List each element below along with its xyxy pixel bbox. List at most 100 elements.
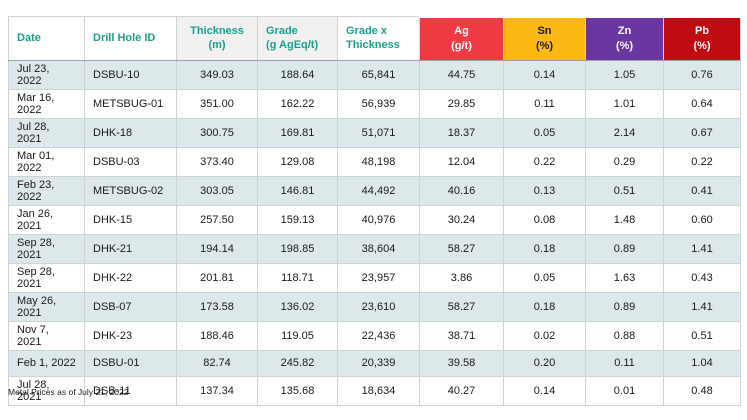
col-header-label: Ag (454, 25, 469, 38)
table-cell: 0.01 (585, 375, 664, 406)
table-cell: Feb 23, 2022 (8, 175, 85, 206)
table-cell: 23,957 (337, 262, 420, 293)
col-header-label: Drill Hole ID (93, 31, 156, 44)
table-body: Jul 23, 2022 DSBU-10 349.03 188.64 65,841 44.… (8, 59, 741, 406)
table-cell: 29.85 (419, 88, 504, 119)
table-cell: 0.64 (663, 88, 741, 119)
table-cell: 30.24 (419, 204, 504, 235)
table-cell: 129.08 (257, 146, 338, 177)
table-row: Jul 28, 2021 DHK-18 300.75 169.81 51,071 18.3… (8, 117, 741, 148)
table-cell: 0.29 (585, 146, 664, 177)
table-cell: 44,492 (337, 175, 420, 206)
table-cell: 136.02 (257, 291, 338, 322)
table-cell: 188.46 (176, 320, 258, 351)
table-cell: 0.43 (663, 262, 741, 293)
table-cell: 349.03 (176, 59, 258, 90)
table-cell: 3.86 (419, 262, 504, 293)
table-cell: 0.51 (585, 175, 664, 206)
table-row: May 26, 2021 DSB-07 173.58 136.02 23,610 58.2… (8, 291, 741, 322)
table-cell: 2.14 (585, 117, 664, 148)
table-cell: METSBUG-02 (84, 175, 177, 206)
table-cell: Mar 16, 2022 (8, 88, 85, 119)
table-cell: 373.40 (176, 146, 258, 177)
table-cell: Nov 7, 2021 (8, 320, 85, 351)
table-cell: 44.75 (419, 59, 504, 90)
col-header-label: Grade (266, 24, 298, 37)
col-header-unit: (m) (208, 39, 226, 51)
col-header-ag: Ag (g/t) (419, 14, 504, 61)
table-cell: Mar 01, 2022 (8, 146, 85, 177)
col-header-label: Sn (537, 25, 552, 38)
table-row: Mar 16, 2022 METSBUG-01 351.00 162.22 56,939… (8, 88, 741, 119)
table-cell: 0.08 (503, 204, 586, 235)
table-cell: 40.27 (419, 375, 504, 406)
col-header-label: Pb (694, 25, 710, 38)
table-cell: 169.81 (257, 117, 338, 148)
table-cell: 0.11 (503, 88, 586, 119)
col-header-label: Thickness (346, 39, 400, 51)
col-header-unit: (g/t) (451, 39, 472, 52)
table-cell: DHK-21 (84, 233, 177, 264)
table-cell: 1.48 (585, 204, 664, 235)
table-cell: 0.05 (503, 117, 586, 148)
table-cell: 22,436 (337, 320, 420, 351)
col-header-label: Thickness (190, 24, 244, 37)
table-cell: 0.14 (503, 375, 586, 406)
table-cell: DHK-23 (84, 320, 177, 351)
table-cell: DSBU-03 (84, 146, 177, 177)
table-cell: 0.48 (663, 375, 741, 406)
table-cell: 118.71 (257, 262, 338, 293)
table-cell: 56,939 (337, 88, 420, 119)
table-cell: 159.13 (257, 204, 338, 235)
col-header-grade: Grade (g AgEq/t) (257, 15, 338, 61)
table-cell: 173.58 (176, 291, 258, 322)
table-cell: 0.11 (585, 349, 664, 377)
table-cell: DHK-18 (84, 117, 177, 148)
table-cell: 0.76 (663, 59, 741, 90)
table-cell: 40,976 (337, 204, 420, 235)
table-row: Nov 7, 2021 DHK-23 188.46 119.05 22,436 38.71… (8, 320, 741, 351)
table-cell: 162.22 (257, 88, 338, 119)
col-header-label: Grade x (346, 24, 387, 37)
table-cell: Jul 23, 2022 (8, 59, 85, 90)
table-row: Jan 26, 2021 DHK-15 257.50 159.13 40,976 30.2… (8, 204, 741, 235)
table-cell: 0.41 (663, 175, 741, 206)
table-cell: 137.34 (176, 375, 258, 406)
table-cell: Feb 1, 2022 (8, 349, 85, 377)
table-cell: 1.01 (585, 88, 664, 119)
col-header-grade-x-thickness: Grade x Thickness (337, 15, 420, 61)
table-cell: 1.04 (663, 349, 741, 377)
table-cell: 0.89 (585, 291, 664, 322)
table-cell: 51,071 (337, 117, 420, 148)
table-cell: 65,841 (337, 59, 420, 90)
table-row: Feb 1, 2022 DSBU-01 82.74 245.82 20,339 39.58… (8, 349, 741, 377)
table-cell: 40.16 (419, 175, 504, 206)
table-cell: 12.04 (419, 146, 504, 177)
table-cell: 0.14 (503, 59, 586, 90)
table-row: Jul 23, 2022 DSBU-10 349.03 188.64 65,841 44.… (8, 59, 741, 90)
table-cell: Jul 28, 2021 (8, 375, 85, 406)
table-cell: May 26, 2021 (8, 291, 85, 322)
col-header-label: Date (17, 31, 41, 44)
col-header-unit: (g AgEq/t) (266, 39, 319, 51)
table-cell: 82.74 (176, 349, 258, 377)
table-cell: 1.41 (663, 291, 741, 322)
table-cell: 1.63 (585, 262, 664, 293)
header-row: Date Drill Hole ID Thickness (m) Grade (… (8, 14, 741, 61)
table-cell: DHK-22 (84, 262, 177, 293)
table-cell: 58.27 (419, 233, 504, 264)
table-cell: 0.89 (585, 233, 664, 264)
table-cell: 198.85 (257, 233, 338, 264)
col-header-sn: Sn (%) (503, 14, 586, 61)
table-cell: 38.71 (419, 320, 504, 351)
col-header-unit: (%) (615, 39, 634, 52)
table-cell: 0.18 (503, 233, 586, 264)
table-cell: 0.67 (663, 117, 741, 148)
table-cell: Jul 28, 2021 (8, 117, 85, 148)
table-row: Sep 28, 2021 DHK-21 194.14 198.85 38,604 58.2… (8, 233, 741, 264)
col-header-unit: (%) (693, 39, 711, 52)
table-cell: 0.18 (503, 291, 586, 322)
table-cell: 119.05 (257, 320, 338, 351)
table-cell: 18.37 (419, 117, 504, 148)
col-header-unit: (%) (535, 39, 554, 52)
